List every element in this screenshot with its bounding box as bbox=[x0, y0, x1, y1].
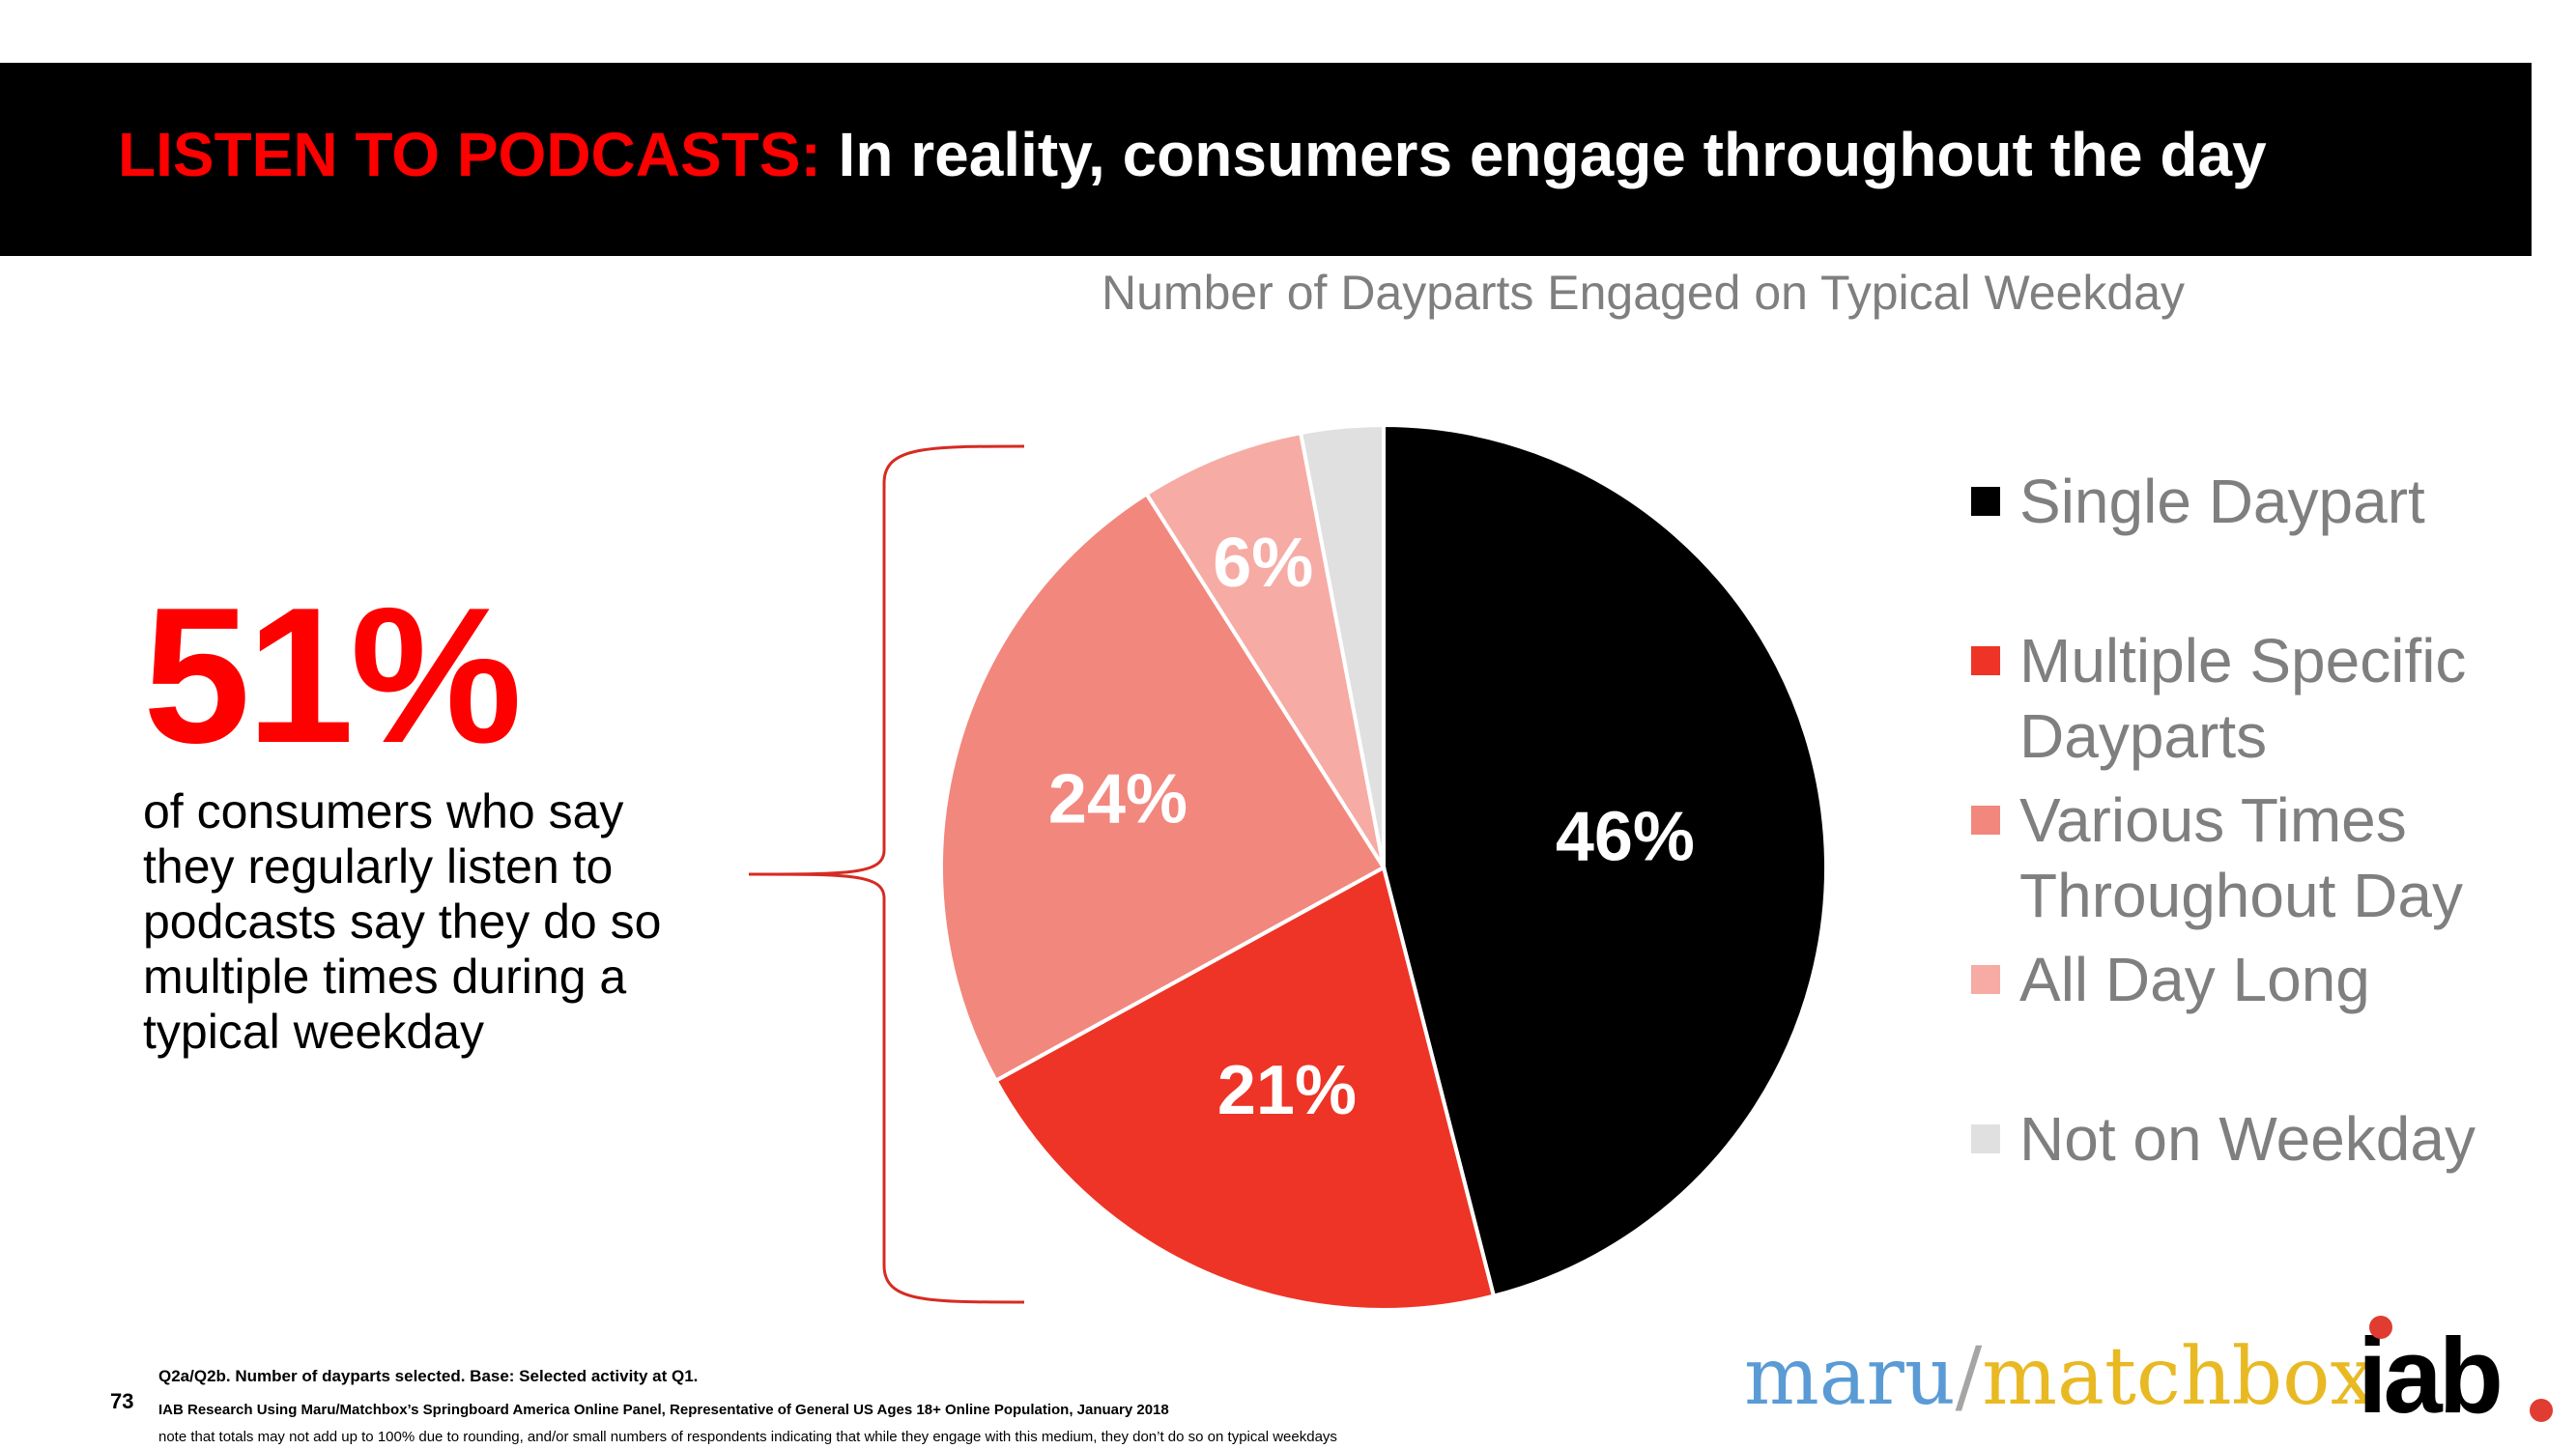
legend-swatch bbox=[1971, 1124, 2000, 1153]
pie-data-label: 21% bbox=[1217, 1052, 1357, 1129]
footnote-source: IAB Research Using Maru/Matchbox’s Sprin… bbox=[158, 1402, 1169, 1418]
legend-swatch bbox=[1971, 487, 2000, 516]
pie-slice-multiple-specific-dayparts bbox=[992, 865, 1497, 1312]
maru-matchbox-logo: maru/matchbox bbox=[1744, 1331, 2375, 1423]
footnote-question: Q2a/Q2b. Number of dayparts selected. Ba… bbox=[158, 1367, 699, 1385]
title-highlight: LISTEN TO PODCASTS: bbox=[118, 120, 821, 189]
iab-logo-dot bbox=[2369, 1316, 2392, 1339]
pie-data-label: 6% bbox=[1213, 525, 1313, 602]
legend-label: Various Times Throughout Day bbox=[2019, 785, 2463, 930]
legend-label: Single Daypart bbox=[2019, 467, 2425, 536]
legend-swatch bbox=[1971, 965, 2000, 994]
legend-label: All Day Long bbox=[2019, 945, 2370, 1014]
pie-slice-all-day-long bbox=[1143, 430, 1386, 869]
pie-slice-not-on-weekday bbox=[1298, 422, 1386, 868]
legend-item-single-daypart: Single Daypart bbox=[1971, 464, 2425, 539]
pie-slices bbox=[939, 422, 1828, 1312]
bracket bbox=[748, 444, 1025, 1304]
legend-swatch bbox=[1971, 806, 2000, 835]
slide-title: LISTEN TO PODCASTS: In reality, consumer… bbox=[118, 124, 2267, 185]
pie-slice-single-daypart bbox=[1382, 422, 1828, 1299]
legend-item-various-times: Various Times Throughout Day bbox=[1971, 782, 2522, 933]
iab-logo-dot bbox=[2530, 1399, 2553, 1422]
iab-logo: iab bbox=[2358, 1317, 2504, 1435]
stat-value: 51% bbox=[143, 568, 522, 783]
footnote-rounding: note that totals may not add up to 100% … bbox=[158, 1429, 1337, 1445]
legend-label: Multiple Specific Dayparts bbox=[2019, 626, 2467, 771]
pie-data-label: 46% bbox=[1556, 798, 1695, 875]
legend-item-multiple-specific-dayparts: Multiple Specific Dayparts bbox=[1971, 623, 2522, 774]
pie-slice-various-times-throughout-day bbox=[939, 491, 1387, 1084]
stat-caption: of consumers who say they regularly list… bbox=[143, 784, 662, 1059]
page-number: 73 bbox=[110, 1389, 134, 1413]
title-main: In reality, consumers engage throughout … bbox=[820, 120, 2267, 189]
legend-swatch bbox=[1971, 646, 2000, 675]
legend-item-all-day-long: All Day Long bbox=[1971, 942, 2370, 1017]
pie-data-label: 24% bbox=[1048, 760, 1188, 838]
legend-item-not-on-weekday: Not on Weekday bbox=[1971, 1101, 2476, 1177]
title-bar bbox=[0, 63, 2532, 256]
chart-title: Number of Dayparts Engaged on Typical We… bbox=[1102, 266, 2185, 320]
pie-labels: 46% 21% 24% 6% bbox=[1048, 525, 1695, 1129]
legend-label: Not on Weekday bbox=[2019, 1104, 2476, 1174]
